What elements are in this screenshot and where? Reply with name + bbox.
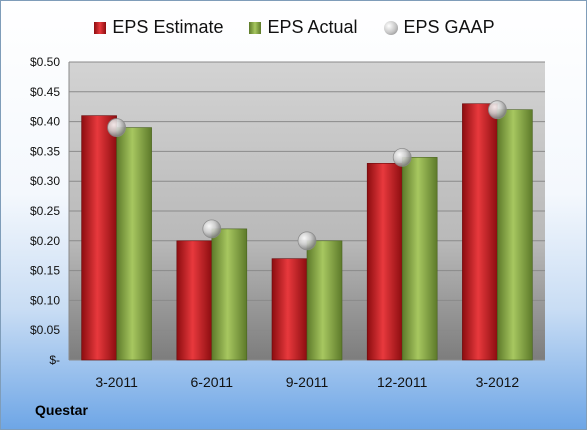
x-tick-label: 6-2011 bbox=[191, 374, 234, 390]
y-tick-label: $0.20 bbox=[30, 234, 60, 248]
gaap-markers bbox=[107, 100, 507, 251]
y-tick-label: $0.50 bbox=[30, 55, 60, 69]
x-tick-label: 9-2011 bbox=[286, 374, 329, 390]
bar-eps-actual bbox=[306, 240, 343, 361]
point-eps-gaap bbox=[392, 147, 412, 167]
x-tick-label: 3-2012 bbox=[476, 374, 520, 390]
legend-label-eps-estimate: EPS Estimate bbox=[112, 17, 224, 37]
y-tick-label: $0.40 bbox=[30, 115, 60, 129]
legend-label-eps-actual: EPS Actual bbox=[267, 17, 358, 37]
y-tick-label: $0.45 bbox=[30, 85, 60, 99]
point-eps-gaap bbox=[202, 219, 222, 239]
legend-label-eps-gaap: EPS GAAP bbox=[403, 17, 495, 37]
bar-eps-actual bbox=[211, 228, 248, 361]
x-axis: 3-2011 6-2011 9-2011 12-2011 3-2012 bbox=[95, 374, 519, 390]
point-eps-gaap bbox=[297, 231, 317, 251]
bar-eps-actual bbox=[401, 157, 438, 361]
y-tick-label: $0.35 bbox=[30, 144, 60, 158]
y-tick-label: $0.05 bbox=[30, 323, 60, 337]
legend-swatch-eps-estimate bbox=[94, 21, 107, 34]
x-tick-label: 12-2011 bbox=[377, 374, 428, 390]
bar-eps-estimate bbox=[271, 258, 308, 361]
bar-eps-estimate bbox=[366, 163, 403, 361]
company-name: Questar bbox=[35, 402, 88, 418]
point-eps-gaap bbox=[487, 100, 507, 120]
y-tick-label: $0.10 bbox=[30, 293, 60, 307]
x-tick-label: 3-2011 bbox=[95, 374, 138, 390]
bar-eps-estimate bbox=[81, 115, 117, 361]
bar-eps-actual bbox=[497, 109, 533, 361]
bar-eps-estimate bbox=[462, 103, 498, 361]
y-tick-label: $- bbox=[49, 353, 60, 367]
legend-item-eps-gaap: EPS GAAP bbox=[383, 17, 495, 38]
point-eps-gaap bbox=[107, 118, 126, 137]
bar-eps-estimate bbox=[176, 240, 213, 361]
y-tick-label: $0.30 bbox=[30, 174, 60, 188]
legend-item-eps-actual: EPS Actual bbox=[249, 17, 358, 38]
bars bbox=[81, 103, 533, 361]
bar-eps-actual bbox=[116, 127, 152, 361]
legend-swatch-eps-gaap bbox=[383, 20, 398, 35]
y-axis: $0.50 $0.45 $0.40 $0.35 $0.30 $0.25 $0.20 $0.15… bbox=[30, 55, 70, 367]
legend: EPS Estimate EPS Actual EPS GAAP bbox=[1, 17, 587, 38]
y-tick-label: $0.25 bbox=[30, 204, 60, 218]
legend-swatch-eps-actual bbox=[249, 21, 262, 34]
y-tick-label: $0.15 bbox=[30, 264, 60, 278]
legend-item-eps-estimate: EPS Estimate bbox=[94, 17, 223, 38]
